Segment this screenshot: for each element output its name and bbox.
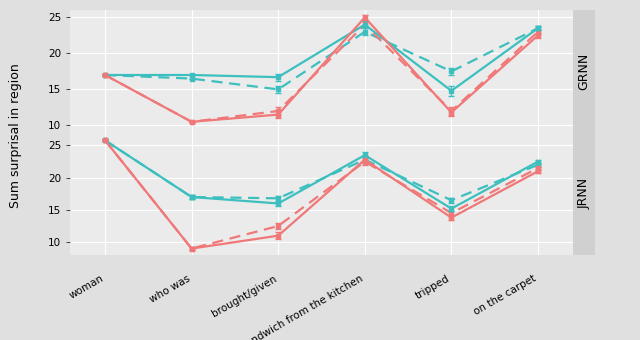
Text: JRNN: JRNN — [577, 178, 591, 209]
Text: who was: who was — [148, 273, 191, 305]
Text: tripped: tripped — [413, 273, 451, 301]
Text: GRNN: GRNN — [577, 53, 591, 90]
Text: Sum surprisal in region: Sum surprisal in region — [10, 64, 22, 208]
Text: on the carpet: on the carpet — [472, 273, 538, 317]
Text: brought/given: brought/given — [210, 273, 278, 319]
Text: woman: woman — [67, 273, 105, 301]
Text: the sandwich from the kitchen: the sandwich from the kitchen — [222, 273, 365, 340]
